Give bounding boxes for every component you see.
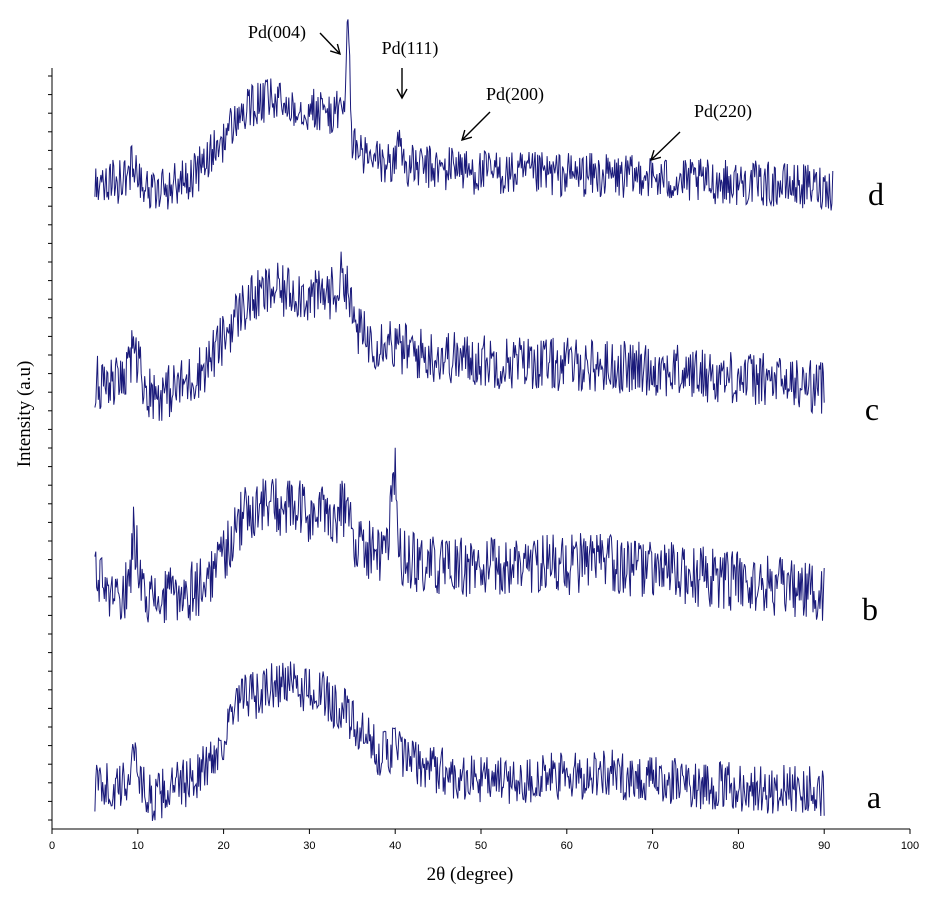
- series-layer: [94, 19, 834, 821]
- x-axis-title: 2θ (degree): [427, 864, 514, 885]
- series-label-a: a: [867, 779, 881, 815]
- series-labels: a b c d: [862, 176, 884, 815]
- annotation-arrow: [461, 111, 491, 141]
- series-line-a: [94, 661, 825, 821]
- x-tick-label: 40: [389, 840, 401, 852]
- x-tick-label: 20: [217, 840, 229, 852]
- x-tick-label: 50: [475, 840, 487, 852]
- series-line-b: [94, 447, 825, 624]
- series-line-d: [94, 19, 834, 211]
- x-axis: 0 10 20 30 40 50 60 70 80 90 100: [49, 828, 919, 852]
- annotation-arrowhead: [329, 43, 341, 56]
- annotation-arrowhead: [460, 129, 473, 142]
- y-axis: [48, 68, 53, 829]
- annotation-arrowhead: [649, 149, 662, 162]
- annotation-arrow: [650, 131, 681, 161]
- series-label-b: b: [862, 591, 878, 627]
- series-line-c: [94, 251, 825, 421]
- x-tick-label: 80: [732, 840, 744, 852]
- x-tick-label: 70: [646, 840, 658, 852]
- series-label-c: c: [865, 391, 879, 427]
- annotation-label: Pd(200): [486, 84, 544, 105]
- annotation-label: Pd(004): [248, 22, 306, 43]
- annotation-label: Pd(111): [382, 38, 439, 59]
- x-tick-label: 90: [818, 840, 830, 852]
- x-tick-label: 100: [901, 840, 919, 852]
- annotation-arrowhead: [396, 88, 408, 100]
- x-tick-label: 0: [49, 840, 55, 852]
- series-label-d: d: [868, 176, 884, 212]
- x-tick-label: 60: [561, 840, 573, 852]
- annotation-arrow: [319, 32, 341, 55]
- annotation-label: Pd(220): [694, 101, 752, 122]
- x-tick-label: 10: [132, 840, 144, 852]
- annotations: Pd(004) Pd(111) Pd(200) Pd(220): [248, 22, 752, 162]
- y-axis-title: Intensity (a.u): [14, 361, 35, 468]
- x-tick-label: 30: [303, 840, 315, 852]
